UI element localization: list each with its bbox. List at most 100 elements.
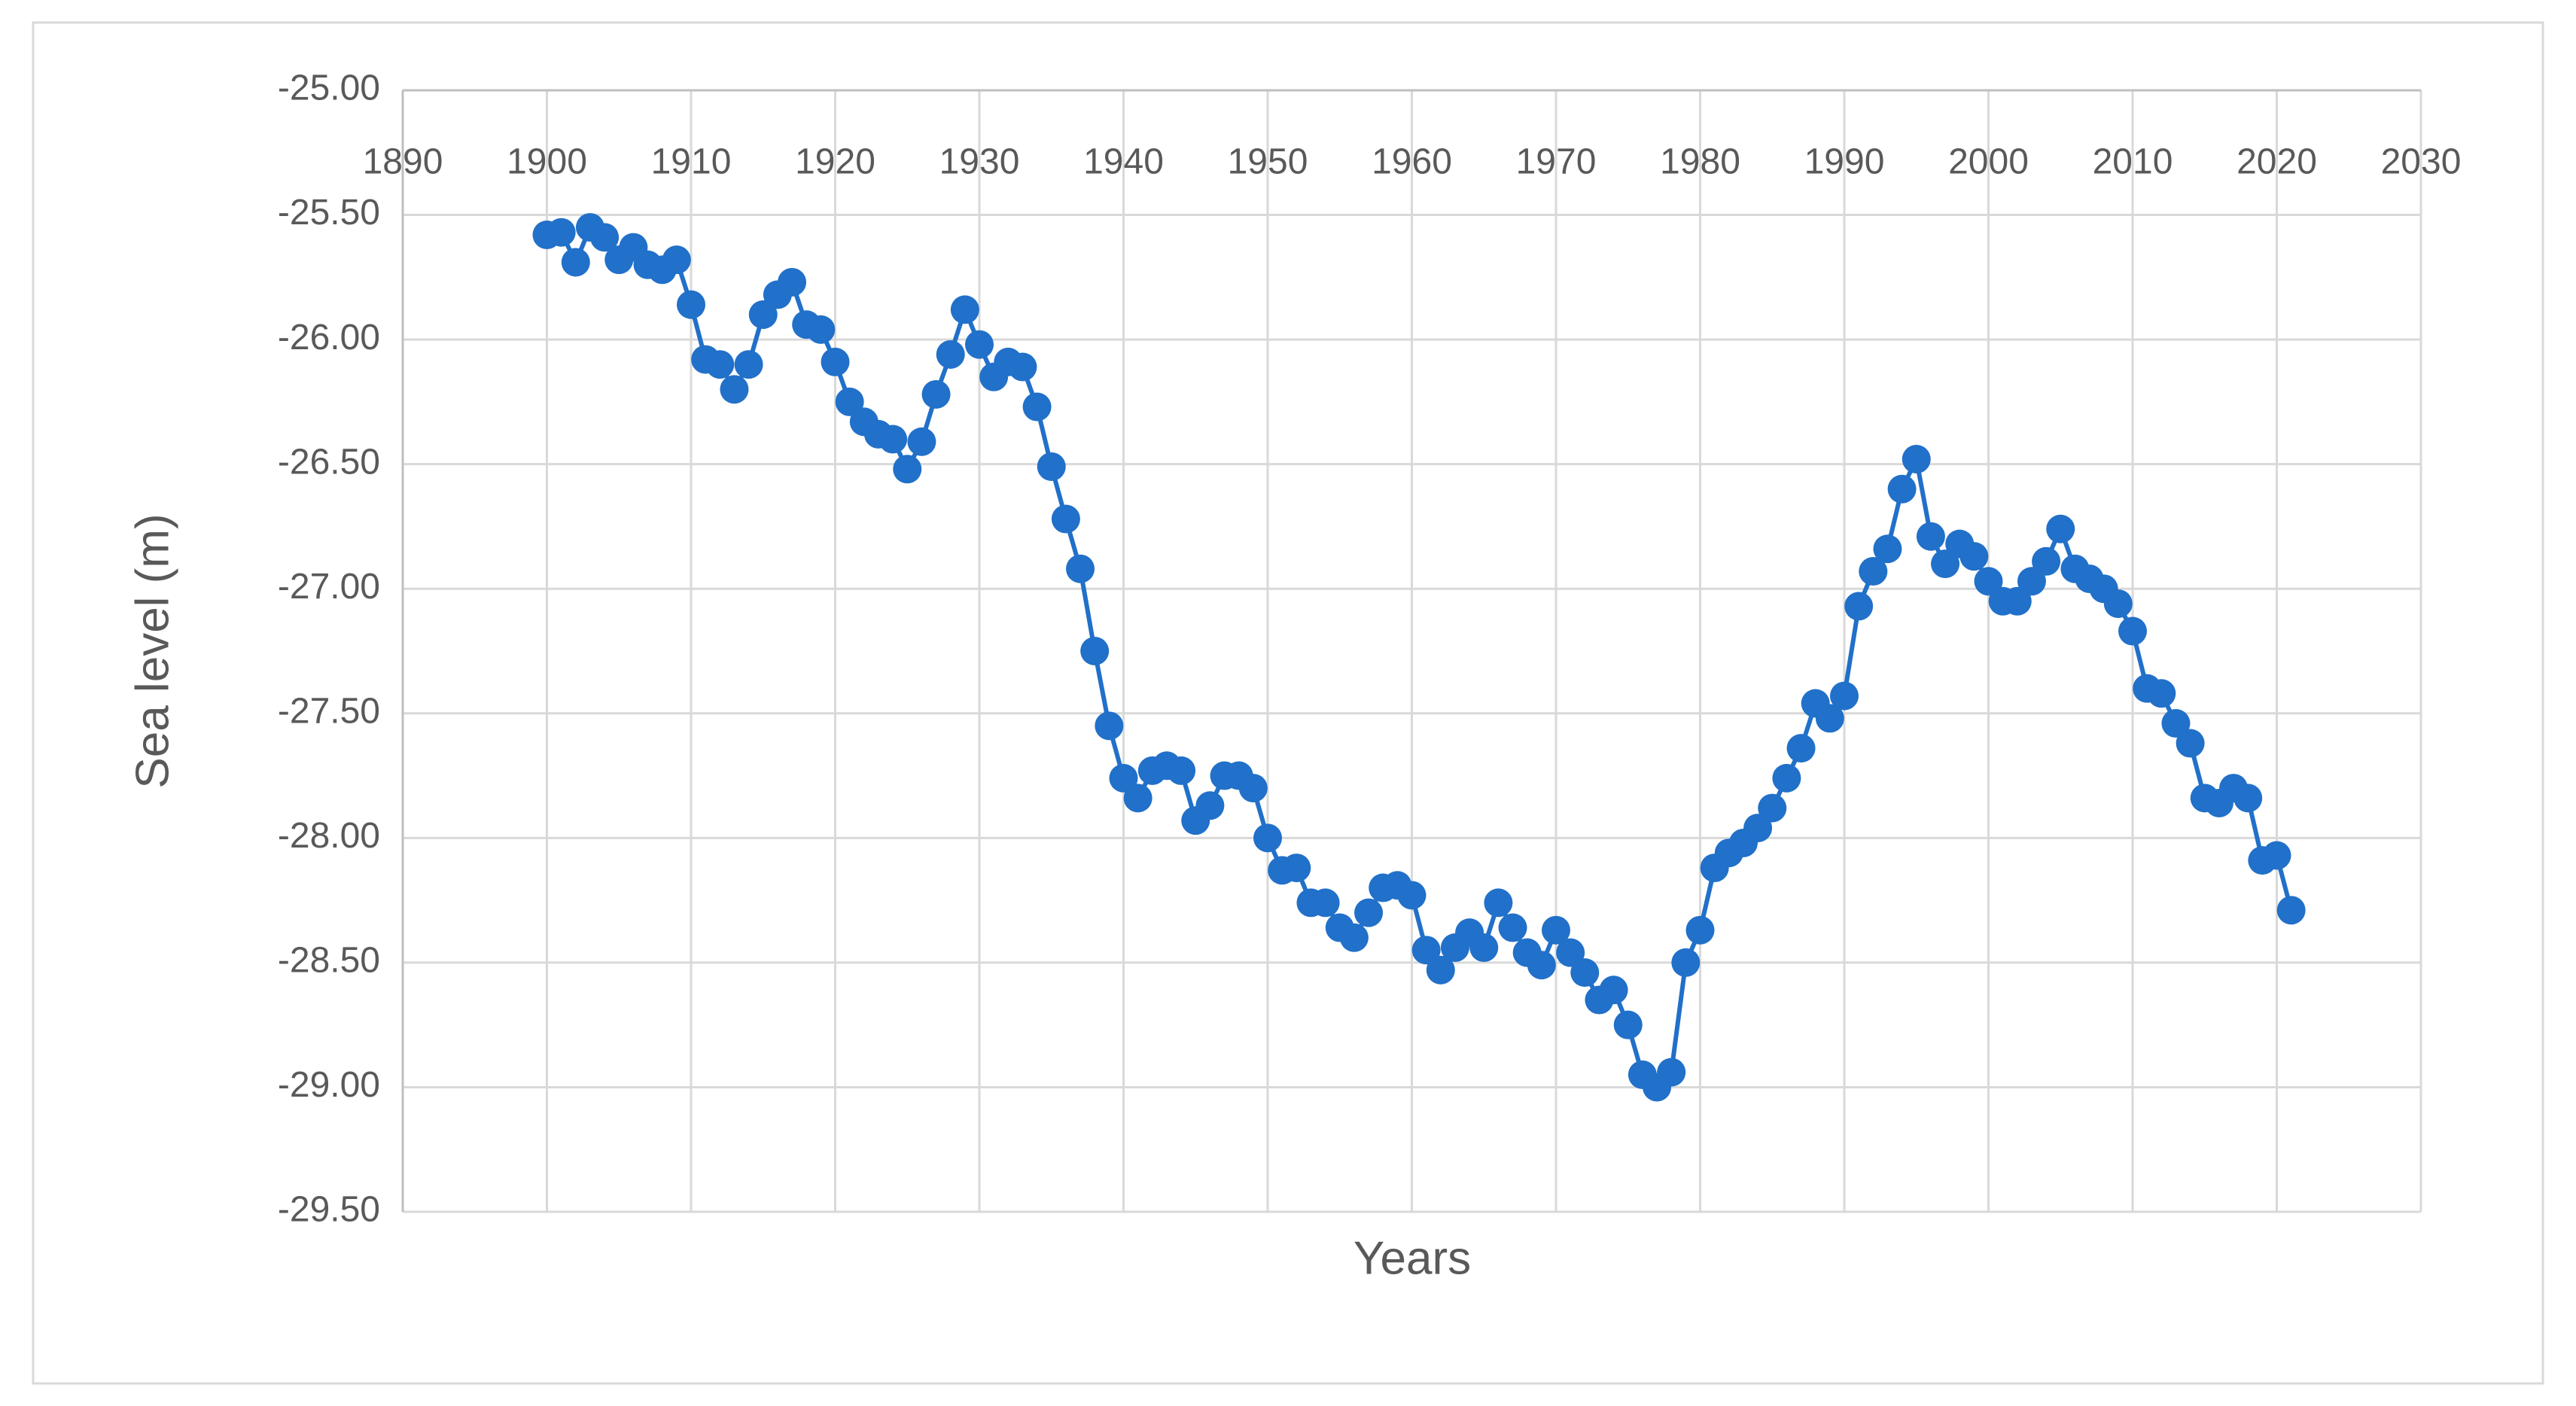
data-point <box>1282 854 1311 883</box>
data-point <box>1167 756 1196 785</box>
y-tick-label: -26.50 <box>278 442 380 482</box>
x-tick-label: 1910 <box>651 142 732 182</box>
data-point <box>590 223 620 252</box>
data-point <box>2046 514 2075 543</box>
data-point <box>2002 586 2032 616</box>
data-point <box>1426 955 1455 985</box>
data-point <box>1959 542 1989 571</box>
data-point <box>1599 975 1628 1005</box>
y-tick-label: -25.00 <box>278 68 380 108</box>
data-point <box>1484 888 1513 918</box>
data-point <box>1772 763 1801 793</box>
y-tick-label: -27.00 <box>278 567 380 607</box>
x-tick-label: 1980 <box>1660 142 1740 182</box>
x-tick-label: 2000 <box>1948 142 2029 182</box>
data-point <box>1411 936 1441 965</box>
data-point <box>1657 1058 1686 1087</box>
x-tick-label: 1920 <box>795 142 875 182</box>
data-point <box>1830 681 1859 711</box>
data-point <box>720 375 749 404</box>
data-point <box>1080 637 1110 665</box>
data-point <box>778 267 807 297</box>
chart-border <box>32 21 2544 1385</box>
y-tick-label: -27.50 <box>278 691 380 731</box>
data-point <box>1916 522 1945 551</box>
x-tick-label: 1960 <box>1372 142 1452 182</box>
data-point <box>1527 951 1556 980</box>
data-point <box>1556 938 1585 967</box>
data-point <box>2017 567 2046 596</box>
data-point <box>1238 774 1268 803</box>
x-tick-label: 1940 <box>1083 142 1164 182</box>
data-point <box>1671 948 1701 977</box>
data-point <box>2262 841 2291 870</box>
data-point <box>1195 791 1225 820</box>
data-point <box>1354 898 1384 927</box>
x-tick-label: 1930 <box>939 142 1020 182</box>
data-point <box>1815 704 1844 733</box>
data-point <box>1253 823 1282 853</box>
data-point <box>1008 352 1037 382</box>
data-point <box>734 350 763 379</box>
y-axis-title: Sea level (m) <box>126 513 178 788</box>
data-point <box>2176 729 2205 758</box>
data-point <box>1873 534 1902 564</box>
data-point <box>705 350 735 379</box>
data-point <box>806 315 836 344</box>
data-point <box>1743 814 1773 843</box>
data-point <box>821 347 850 376</box>
data-point <box>1613 1010 1643 1039</box>
data-point <box>907 427 936 456</box>
x-tick-label: 2020 <box>2236 142 2317 182</box>
x-tick-label: 2030 <box>2381 142 2462 182</box>
data-point <box>1902 445 1931 474</box>
data-point <box>2161 709 2191 738</box>
data-point <box>936 339 965 369</box>
data-point <box>1542 915 1570 945</box>
y-tick-label: -25.50 <box>278 193 380 233</box>
data-point <box>1397 881 1427 910</box>
data-point <box>878 425 908 454</box>
data-point <box>1685 915 1715 945</box>
data-point <box>1109 763 1138 793</box>
data-point <box>1123 784 1153 813</box>
data-point <box>1844 592 1874 621</box>
x-axis-title: Years <box>1353 1232 1471 1284</box>
data-point <box>1037 452 1066 481</box>
data-point <box>1931 549 1960 579</box>
data-point <box>965 330 994 359</box>
x-tick-label: 1950 <box>1228 142 1308 182</box>
data-point <box>1469 933 1499 963</box>
data-point <box>748 300 778 329</box>
data-point <box>1095 711 1124 741</box>
data-point <box>1022 392 1052 421</box>
data-point <box>921 379 951 409</box>
data-point <box>2276 896 2306 925</box>
y-tick-label: -28.50 <box>278 941 380 981</box>
x-tick-label: 1900 <box>507 142 587 182</box>
y-tick-label: -26.00 <box>278 318 380 358</box>
data-point <box>950 295 979 324</box>
data-point <box>1859 557 1888 586</box>
data-point <box>893 455 922 484</box>
y-tick-label: -29.00 <box>278 1065 380 1105</box>
data-point <box>1758 793 1787 823</box>
y-tick-label: -28.00 <box>278 816 380 856</box>
data-point <box>2032 546 2061 576</box>
data-point <box>677 290 705 319</box>
data-point <box>2118 616 2147 646</box>
data-point <box>2233 784 2263 813</box>
x-tick-label: 1990 <box>1804 142 1885 182</box>
data-point <box>547 218 576 247</box>
data-point <box>1311 888 1340 918</box>
data-point <box>1974 567 2003 596</box>
data-point <box>1051 504 1080 534</box>
y-tick-label: -29.50 <box>278 1190 380 1230</box>
x-tick-label: 2010 <box>2093 142 2173 182</box>
data-point <box>1066 554 1095 583</box>
data-point <box>2103 589 2133 619</box>
data-point <box>2147 679 2176 708</box>
data-point <box>1498 913 1527 942</box>
data-point <box>561 248 590 277</box>
